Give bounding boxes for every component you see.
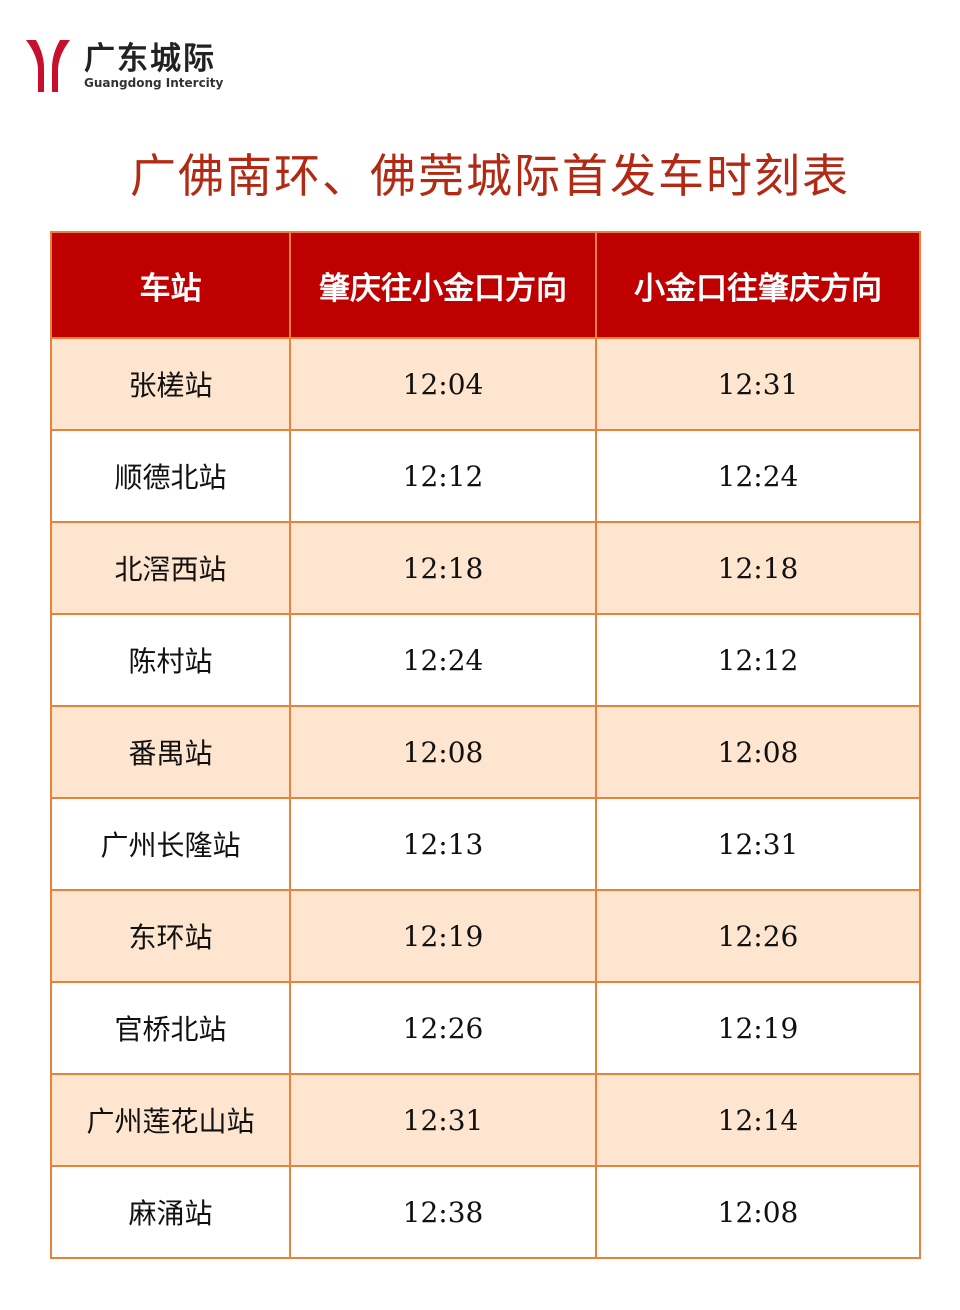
time-to-xiaojinkou: 12:13 (289, 797, 597, 891)
station-name: 北滘西站 (50, 521, 291, 615)
table-row: 广州长隆站 12:13 12:31 (50, 797, 921, 891)
timetable: 车站 肇庆往小金口方向 小金口往肇庆方向 张槎站 12:04 12:31 顺德北站 12… (50, 231, 921, 1259)
time-to-zhaoqing: 12:12 (595, 613, 921, 707)
station-name: 麻涌站 (50, 1165, 291, 1259)
table-header-row: 车站 肇庆往小金口方向 小金口往肇庆方向 (50, 231, 921, 339)
time-to-zhaoqing: 12:31 (595, 797, 921, 891)
logo-mark-icon (26, 40, 70, 92)
station-name: 张槎站 (50, 337, 291, 431)
time-to-zhaoqing: 12:14 (595, 1073, 921, 1167)
time-to-xiaojinkou: 12:19 (289, 889, 597, 983)
time-to-xiaojinkou: 12:18 (289, 521, 597, 615)
station-name: 陈村站 (50, 613, 291, 707)
time-to-xiaojinkou: 12:04 (289, 337, 597, 431)
time-to-xiaojinkou: 12:08 (289, 705, 597, 799)
table-row: 张槎站 12:04 12:31 (50, 337, 921, 431)
header-direction-to-zhaoqing: 小金口往肇庆方向 (595, 231, 921, 339)
station-name: 顺德北站 (50, 429, 291, 523)
table-row: 北滘西站 12:18 12:18 (50, 521, 921, 615)
time-to-zhaoqing: 12:31 (595, 337, 921, 431)
table-row: 东环站 12:19 12:26 (50, 889, 921, 983)
table-row: 番禺站 12:08 12:08 (50, 705, 921, 799)
time-to-xiaojinkou: 12:26 (289, 981, 597, 1075)
time-to-xiaojinkou: 12:38 (289, 1165, 597, 1259)
time-to-zhaoqing: 12:18 (595, 521, 921, 615)
table-row: 广州莲花山站 12:31 12:14 (50, 1073, 921, 1167)
time-to-zhaoqing: 12:24 (595, 429, 921, 523)
time-to-zhaoqing: 12:26 (595, 889, 921, 983)
logo-text-en: Guangdong Intercity (84, 76, 224, 90)
table-row: 陈村站 12:24 12:12 (50, 613, 921, 707)
station-name: 东环站 (50, 889, 291, 983)
header-station: 车站 (50, 231, 291, 339)
station-name: 广州莲花山站 (50, 1073, 291, 1167)
station-name: 广州长隆站 (50, 797, 291, 891)
logo: 广东城际 Guangdong Intercity (24, 38, 223, 94)
table-row: 麻涌站 12:38 12:08 (50, 1165, 921, 1259)
page-title: 广佛南环、佛莞城际首发车时刻表 (130, 149, 850, 203)
time-to-xiaojinkou: 12:24 (289, 613, 597, 707)
time-to-xiaojinkou: 12:12 (289, 429, 597, 523)
time-to-zhaoqing: 12:19 (595, 981, 921, 1075)
time-to-xiaojinkou: 12:31 (289, 1073, 597, 1167)
table-row: 顺德北站 12:12 12:24 (50, 429, 921, 523)
header-direction-to-xiaojinkou: 肇庆往小金口方向 (289, 231, 597, 339)
station-name: 官桥北站 (50, 981, 291, 1075)
table-row: 官桥北站 12:26 12:19 (50, 981, 921, 1075)
time-to-zhaoqing: 12:08 (595, 1165, 921, 1259)
time-to-zhaoqing: 12:08 (595, 705, 921, 799)
station-name: 番禺站 (50, 705, 291, 799)
logo-text-cn: 广东城际 (84, 41, 216, 77)
